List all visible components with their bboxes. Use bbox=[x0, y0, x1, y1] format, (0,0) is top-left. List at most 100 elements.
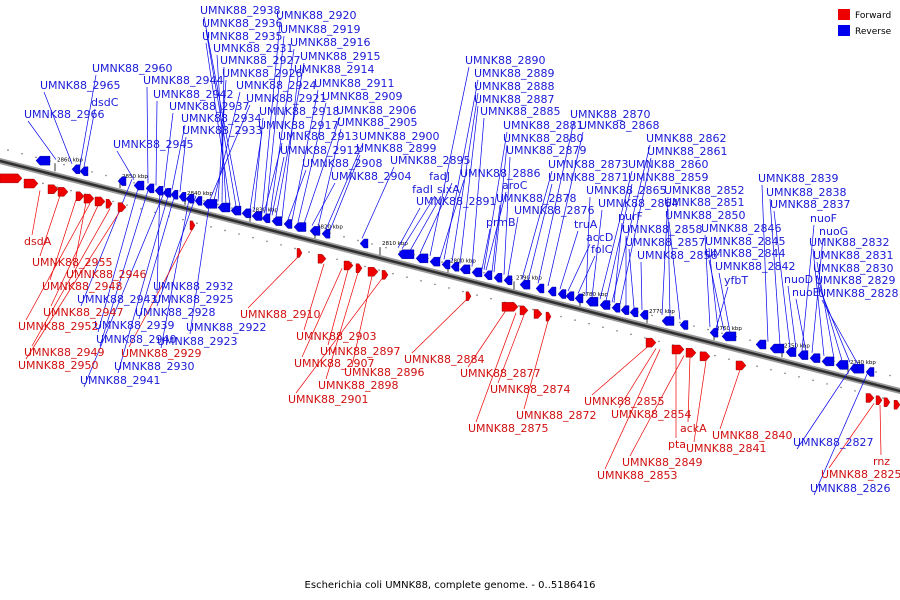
forward-gene-label[interactable]: rnz bbox=[873, 455, 890, 468]
reverse-gene-arrow[interactable] bbox=[185, 194, 195, 204]
forward-gene-label[interactable]: UMNK88_2855 bbox=[584, 395, 664, 408]
forward-gene-label[interactable]: UMNK88_2929 bbox=[121, 347, 201, 360]
reverse-gene-label[interactable]: prmB bbox=[486, 216, 516, 229]
reverse-gene-arrow[interactable] bbox=[178, 192, 187, 202]
reverse-gene-label[interactable]: UMNK88_2911 bbox=[314, 77, 394, 90]
reverse-gene-label[interactable]: UMNK88_2859 bbox=[628, 171, 708, 184]
reverse-gene-label[interactable]: UMNK88_2937 bbox=[169, 100, 249, 113]
forward-gene-arrow[interactable] bbox=[735, 360, 747, 371]
reverse-gene-arrow[interactable] bbox=[821, 356, 835, 367]
forward-gene-arrow[interactable] bbox=[23, 178, 39, 189]
forward-gene-arrow[interactable] bbox=[883, 397, 891, 407]
reverse-gene-arrow[interactable] bbox=[611, 303, 621, 313]
forward-gene-arrow[interactable] bbox=[296, 248, 303, 258]
forward-gene-label[interactable]: UMNK88_2901 bbox=[288, 393, 368, 406]
reverse-gene-label[interactable]: UMNK88_2941 bbox=[80, 374, 160, 387]
reverse-gene-arrow[interactable] bbox=[535, 283, 545, 294]
reverse-gene-arrow[interactable] bbox=[755, 339, 767, 350]
reverse-gene-label[interactable]: UMNK88_2888 bbox=[474, 80, 554, 93]
reverse-gene-label[interactable]: UMNK88_2917 bbox=[258, 119, 338, 132]
reverse-gene-label[interactable]: UMNK88_2943 bbox=[77, 293, 157, 306]
forward-gene-label[interactable]: UMNK88_2853 bbox=[597, 469, 677, 482]
reverse-gene-label[interactable]: nuoG bbox=[819, 225, 848, 238]
reverse-gene-label[interactable]: UMNK88_2915 bbox=[300, 50, 380, 63]
reverse-gene-label[interactable]: truA bbox=[574, 218, 598, 231]
reverse-gene-label[interactable]: UMNK88_2846 bbox=[701, 222, 781, 235]
forward-gene-arrow[interactable] bbox=[501, 302, 519, 312]
forward-gene-arrow[interactable] bbox=[0, 173, 23, 184]
reverse-gene-label[interactable]: UMNK88_2913 bbox=[278, 130, 358, 143]
reverse-gene-label[interactable]: accD bbox=[586, 231, 613, 244]
reverse-gene-arrow[interactable] bbox=[162, 188, 172, 198]
reverse-gene-label[interactable]: UMNK88_2935 bbox=[202, 30, 282, 43]
reverse-gene-label[interactable]: nuoD bbox=[784, 273, 813, 286]
reverse-gene-label[interactable]: UMNK88_2862 bbox=[646, 132, 726, 145]
reverse-gene-arrow[interactable] bbox=[503, 275, 513, 286]
reverse-gene-label[interactable]: sixA bbox=[437, 183, 460, 196]
reverse-gene-label[interactable]: UMNK88_2914 bbox=[294, 63, 374, 76]
forward-gene-arrow[interactable] bbox=[83, 193, 95, 204]
forward-gene-label[interactable]: UMNK88_2950 bbox=[18, 359, 98, 372]
reverse-gene-label[interactable]: UMNK88_2880 bbox=[503, 132, 583, 145]
reverse-gene-label[interactable]: UMNK88_2936 bbox=[202, 17, 282, 30]
reverse-gene-arrow[interactable] bbox=[599, 300, 611, 310]
forward-gene-label[interactable]: UMNK88_2874 bbox=[490, 383, 570, 396]
reverse-gene-label[interactable]: UMNK88_2904 bbox=[331, 170, 411, 183]
forward-gene-arrow[interactable] bbox=[75, 191, 85, 201]
reverse-gene-arrow[interactable] bbox=[639, 310, 649, 320]
forward-gene-label[interactable]: UMNK88_2841 bbox=[686, 442, 766, 455]
reverse-gene-label[interactable]: UMNK88_2870 bbox=[570, 108, 650, 121]
reverse-gene-arrow[interactable] bbox=[459, 264, 471, 275]
forward-gene-arrow[interactable] bbox=[343, 260, 354, 271]
forward-gene-label[interactable]: UMNK88_2875 bbox=[468, 422, 548, 435]
reverse-gene-arrow[interactable] bbox=[309, 226, 321, 236]
reverse-gene-label[interactable]: yfbT bbox=[724, 274, 748, 287]
forward-gene-label[interactable]: UMNK88_2849 bbox=[622, 456, 702, 469]
reverse-gene-arrow[interactable] bbox=[251, 211, 263, 221]
reverse-gene-arrow[interactable] bbox=[194, 196, 203, 206]
reverse-gene-arrow[interactable] bbox=[629, 307, 639, 318]
reverse-gene-label[interactable]: UMNK88_2827 bbox=[793, 436, 873, 449]
reverse-gene-arrow[interactable] bbox=[585, 296, 599, 307]
reverse-gene-arrow[interactable] bbox=[429, 256, 441, 267]
reverse-gene-arrow[interactable] bbox=[865, 367, 875, 377]
reverse-gene-label[interactable]: UMNK88_2900 bbox=[359, 130, 439, 143]
reverse-gene-arrow[interactable] bbox=[71, 164, 81, 174]
reverse-gene-label[interactable]: UMNK88_2839 bbox=[758, 172, 838, 185]
reverse-gene-arrow[interactable] bbox=[170, 190, 179, 200]
forward-gene-label[interactable]: UMNK88_2946 bbox=[66, 268, 146, 281]
reverse-gene-label[interactable]: dsdC bbox=[91, 96, 119, 109]
reverse-gene-label[interactable]: UMNK88_2876 bbox=[514, 204, 594, 217]
reverse-gene-label[interactable]: UMNK88_2906 bbox=[336, 104, 416, 117]
reverse-gene-label[interactable]: UMNK88_2826 bbox=[810, 482, 890, 495]
reverse-gene-label[interactable]: UMNK88_2930 bbox=[114, 360, 194, 373]
forward-gene-arrow[interactable] bbox=[545, 311, 552, 322]
reverse-gene-arrow[interactable] bbox=[547, 286, 557, 297]
forward-gene-arrow[interactable] bbox=[47, 184, 59, 194]
reverse-gene-arrow[interactable] bbox=[574, 293, 584, 304]
forward-gene-label[interactable]: UMNK88_2907 bbox=[294, 357, 374, 370]
forward-gene-arrow[interactable] bbox=[875, 395, 883, 405]
reverse-gene-label[interactable]: UMNK88_2832 bbox=[809, 236, 889, 249]
reverse-gene-label[interactable]: UMNK88_2965 bbox=[40, 79, 120, 92]
reverse-gene-arrow[interactable] bbox=[35, 155, 51, 166]
forward-gene-arrow[interactable] bbox=[519, 305, 529, 316]
reverse-gene-label[interactable]: UMNK88_2852 bbox=[664, 184, 744, 197]
forward-gene-label[interactable]: UMNK88_2952 bbox=[18, 320, 98, 333]
reverse-gene-label[interactable]: UMNK88_2945 bbox=[113, 138, 193, 151]
reverse-gene-arrow[interactable] bbox=[620, 305, 630, 315]
forward-gene-label[interactable]: dsdA bbox=[24, 235, 52, 248]
reverse-gene-label[interactable]: UMNK88_2926 bbox=[222, 67, 302, 80]
reverse-gene-label[interactable]: UMNK88_2944 bbox=[143, 74, 223, 87]
reverse-gene-label[interactable]: UMNK88_2940 bbox=[96, 333, 176, 346]
reverse-gene-arrow[interactable] bbox=[797, 350, 809, 360]
forward-gene-arrow[interactable] bbox=[105, 199, 113, 209]
reverse-gene-arrow[interactable] bbox=[230, 205, 242, 216]
reverse-gene-label[interactable]: UMNK88_2851 bbox=[664, 196, 744, 209]
reverse-gene-arrow[interactable] bbox=[493, 273, 503, 283]
reverse-gene-label[interactable]: UMNK88_2918 bbox=[259, 105, 339, 118]
reverse-gene-label[interactable]: purF bbox=[618, 210, 643, 223]
reverse-gene-arrow[interactable] bbox=[679, 320, 689, 330]
reverse-gene-arrow[interactable] bbox=[519, 279, 531, 290]
reverse-gene-label[interactable]: UMNK88_2916 bbox=[290, 36, 370, 49]
